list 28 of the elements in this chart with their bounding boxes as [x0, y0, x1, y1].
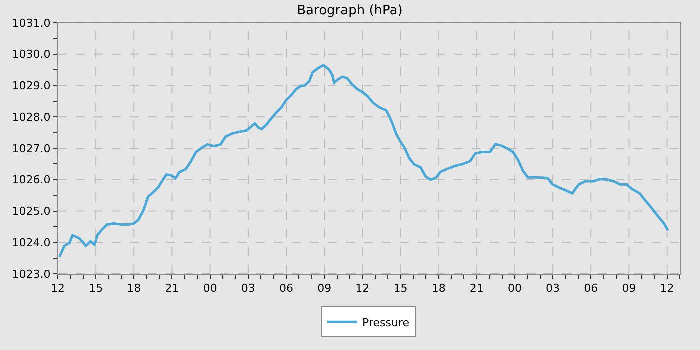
x-tick-label: 03	[241, 282, 256, 296]
x-tick-label: 09	[318, 282, 332, 296]
y-tick-label: 1030.0	[12, 48, 51, 62]
x-tick-label: 21	[165, 282, 180, 296]
x-tick-label: 06	[279, 282, 294, 296]
y-tick-label: 1031.0	[12, 16, 51, 30]
x-tick-label: 00	[203, 282, 218, 296]
x-tick-label: 03	[546, 282, 560, 296]
y-tick-label: 1029.0	[12, 80, 51, 93]
y-tick-label: 1028.0	[12, 110, 51, 124]
y-tick-label: 1023.0	[12, 268, 51, 281]
x-tick-label: 15	[89, 282, 104, 296]
x-tick-label: 09	[622, 282, 636, 296]
x-tick-label: 00	[508, 282, 522, 296]
y-tick-label: 1027.0	[12, 142, 51, 156]
legend-label: Pressure	[362, 316, 410, 330]
x-tick-label: 06	[584, 282, 598, 296]
y-tick-label: 1024.0	[12, 236, 51, 250]
x-tick-label: 12	[660, 282, 674, 296]
chart-title: Barograph (hPa)	[297, 3, 403, 18]
x-tick-label: 18	[432, 282, 446, 296]
x-tick-label: 18	[127, 282, 142, 296]
x-tick-label: 21	[470, 282, 484, 296]
y-tick-label: 1026.0	[12, 174, 51, 187]
x-tick-label: 12	[356, 282, 370, 296]
x-tick-label: 15	[394, 282, 408, 296]
y-tick-label: 1025.0	[12, 205, 51, 218]
x-tick-label: 12	[51, 282, 65, 296]
